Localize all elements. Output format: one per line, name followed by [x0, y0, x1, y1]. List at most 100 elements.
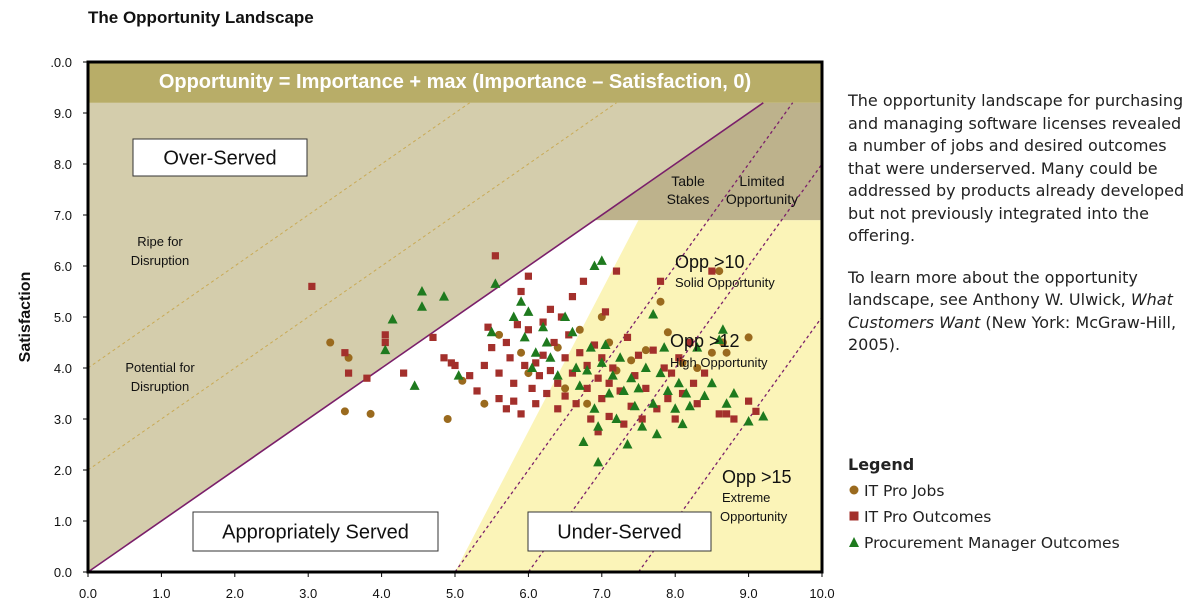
opportunity-threshold-line [454, 102, 794, 573]
procurement-outcomes-point [659, 342, 670, 352]
it-pro-outcomes-point [308, 282, 316, 290]
procurement-outcomes-point [571, 362, 582, 372]
under-served-box [527, 511, 712, 552]
it-pro-outcomes-point [693, 400, 701, 408]
it-pro-outcomes-point [557, 313, 566, 321]
procurement-outcomes-point [596, 357, 607, 367]
ripe-for-disruption-label: Ripe for [137, 234, 183, 249]
procurement-outcomes-point [728, 388, 739, 398]
y-tick-label: 0.0 [54, 565, 72, 580]
it-pro-outcomes-point [524, 272, 532, 280]
y-tick-label: 3.0 [54, 412, 72, 427]
red-square-icon [848, 504, 862, 530]
chart-points [308, 252, 769, 467]
it-pro-outcomes-point [363, 374, 371, 382]
it-pro-outcomes-point [601, 308, 610, 316]
it-pro-outcomes-point [381, 338, 389, 347]
it-pro-outcomes-point [543, 389, 551, 398]
procurement-outcomes-point [662, 385, 673, 395]
procurement-outcomes-point [604, 388, 615, 398]
procurement-outcomes-point [648, 308, 659, 319]
it-pro-jobs-point [575, 325, 584, 334]
it-pro-outcomes-point [579, 277, 588, 285]
reference-prefix: To learn more about the opportunity land… [848, 267, 1138, 310]
brown-circle-icon [848, 478, 862, 504]
opportunity-threshold-line [637, 316, 823, 573]
procurement-outcomes-point [593, 421, 604, 431]
procurement-outcomes-point [629, 400, 640, 411]
it-pro-jobs-point [744, 333, 753, 342]
procurement-outcomes-point [560, 311, 571, 321]
reference-paragraph: To learn more about the opportunity land… [848, 267, 1193, 357]
it-pro-jobs-point [340, 407, 349, 416]
it-pro-outcomes-point [466, 372, 474, 380]
it-pro-outcomes-point [532, 359, 540, 367]
formula-banner-text: Opportunity = Importance + max (Importan… [159, 71, 751, 93]
it-pro-outcomes-point [517, 287, 525, 296]
procurement-outcomes-point [523, 306, 534, 316]
procurement-outcomes-point [670, 403, 681, 413]
it-pro-outcomes-point [451, 361, 459, 370]
procurement-outcomes-point [673, 377, 684, 388]
procurement-outcomes-point [508, 311, 519, 321]
y-tick-label: 2.0 [54, 463, 72, 478]
chart-axes: 0.0 1.0 2.0 3.0 4.0 5.0 6.0 7.0 8.0 9.0 10.0 0.0 1.0… [17, 55, 835, 600]
green-triangle-icon [848, 530, 862, 556]
description-panel: The opportunity landscape for purchasing… [848, 90, 1193, 376]
procurement-outcomes-point [585, 342, 596, 352]
it-pro-outcomes-point [612, 267, 621, 275]
procurement-outcomes-point [438, 291, 449, 301]
it-pro-outcomes-point [473, 387, 481, 395]
x-tick-label: 8.0 [666, 586, 684, 600]
over-served-label: Over-Served [163, 148, 276, 170]
it-pro-outcomes-point [620, 420, 628, 428]
table-stakes-label: Stakes [667, 191, 710, 207]
it-pro-outcomes-point [730, 415, 738, 423]
y-axis-label: Satisfaction [17, 272, 34, 363]
table-stakes-label: Table [671, 173, 705, 189]
legend-item-procurement-manager-outcomes: Procurement Manager Outcomes [848, 530, 1120, 556]
it-pro-outcomes-point [488, 344, 496, 352]
it-pro-outcomes-point [429, 333, 437, 341]
it-pro-jobs-point [583, 399, 592, 408]
it-pro-outcomes-point [510, 397, 518, 405]
x-tick-label: 7.0 [593, 586, 611, 600]
procurement-outcomes-point [611, 413, 622, 423]
it-pro-outcomes-point [440, 354, 448, 362]
legend-label: IT Pro Jobs [864, 482, 945, 500]
opp-15-label: Opp >15 [722, 467, 792, 487]
it-pro-outcomes-point [660, 364, 668, 372]
procurement-outcomes-point [589, 260, 600, 270]
procurement-outcomes-point [541, 337, 552, 347]
diagonal-line [87, 102, 764, 573]
y-tick-label: 8.0 [54, 157, 72, 172]
it-pro-outcomes-point [561, 354, 569, 362]
it-pro-outcomes-point [653, 405, 661, 413]
it-pro-outcomes-point [528, 384, 536, 392]
procurement-outcomes-point [527, 362, 538, 372]
it-pro-outcomes-point [656, 277, 665, 285]
it-pro-outcomes-point [594, 374, 602, 382]
x-tick-label: 10.0 [809, 586, 834, 600]
it-pro-outcomes-point [502, 405, 510, 413]
it-pro-jobs-point [707, 348, 716, 357]
it-pro-outcomes-point [381, 331, 389, 339]
under-served-region [455, 220, 822, 572]
procurement-outcomes-point [681, 388, 692, 398]
it-pro-outcomes-point [649, 346, 657, 354]
it-pro-jobs-point [495, 330, 504, 339]
it-pro-outcomes-point [535, 372, 544, 380]
x-tick-label: 0.0 [79, 586, 97, 600]
procurement-outcomes-point [582, 365, 593, 375]
it-pro-outcomes-point [745, 397, 753, 405]
procurement-outcomes-point [721, 398, 732, 408]
legend: Legend IT Pro Jobs IT Pro Outcomes Procu… [848, 455, 1120, 556]
procurement-outcomes-point [655, 367, 666, 378]
y-tick-label: 7.0 [54, 208, 72, 223]
x-tick-label: 4.0 [373, 586, 391, 600]
y-tick-label: 6.0 [54, 259, 72, 274]
it-pro-outcomes-point [480, 361, 488, 370]
ripe-for-disruption-label: Disruption [131, 253, 190, 268]
procurement-outcomes-point [714, 334, 725, 344]
it-pro-outcomes-point [546, 366, 555, 375]
